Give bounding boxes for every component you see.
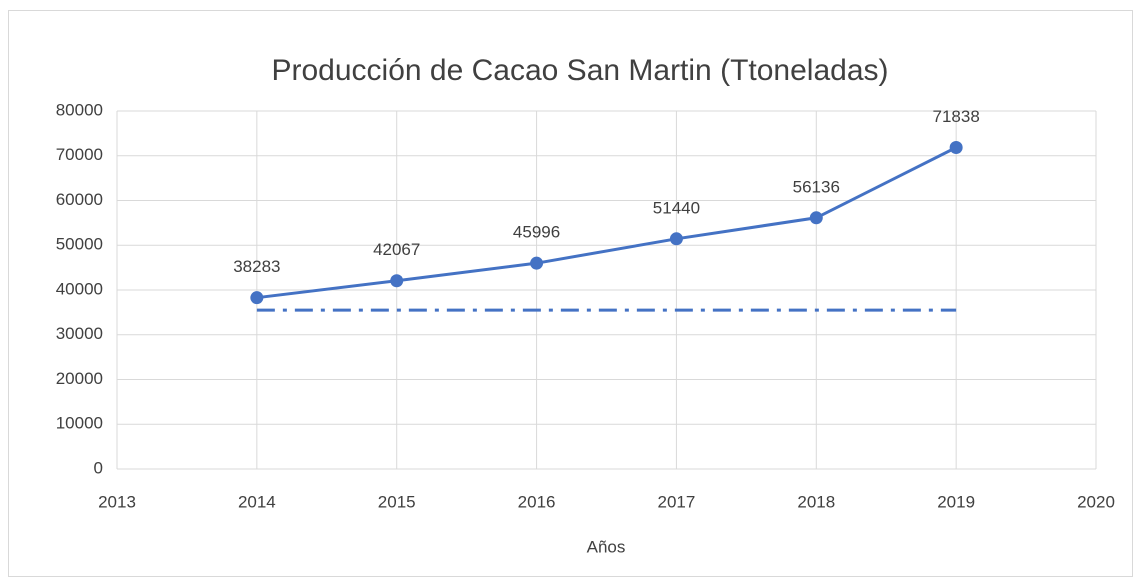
y-tick-label: 40000 bbox=[56, 279, 103, 298]
y-tick-label: 70000 bbox=[56, 145, 103, 164]
x-tick-label: 2015 bbox=[378, 492, 416, 511]
x-tick-label: 2019 bbox=[937, 492, 975, 511]
y-tick-label: 0 bbox=[94, 458, 103, 477]
data-label: 42067 bbox=[373, 240, 420, 259]
point-marker bbox=[669, 232, 683, 246]
data-label: 45996 bbox=[513, 223, 560, 242]
x-tick-label: 2017 bbox=[658, 492, 696, 511]
series-line bbox=[256, 146, 957, 300]
y-tick-label: 60000 bbox=[56, 190, 103, 209]
y-tick-label: 20000 bbox=[56, 369, 103, 388]
chart-border bbox=[8, 10, 1133, 577]
x-tick-label: 2014 bbox=[238, 492, 276, 511]
y-tick-label: 80000 bbox=[56, 100, 103, 119]
chart-title: Producción de Cacao San Martin (Ttonelad… bbox=[272, 54, 889, 87]
point-marker bbox=[809, 211, 823, 225]
data-label: 51440 bbox=[653, 198, 700, 217]
point-marker bbox=[390, 274, 404, 288]
data-label: 38283 bbox=[233, 257, 280, 276]
data-label: 71838 bbox=[933, 107, 980, 126]
x-tick-label: 2018 bbox=[797, 492, 835, 511]
point-marker bbox=[250, 291, 264, 305]
data-label: 56136 bbox=[793, 177, 840, 196]
x-tick-label: 2013 bbox=[98, 492, 136, 511]
x-tick-label: 2016 bbox=[518, 492, 556, 511]
y-tick-label: 50000 bbox=[56, 235, 103, 254]
x-axis-label: Años bbox=[587, 537, 626, 556]
x-tick-label: 2020 bbox=[1077, 492, 1115, 511]
y-tick-label: 30000 bbox=[56, 324, 103, 343]
y-tick-label: 10000 bbox=[56, 414, 103, 433]
point-marker bbox=[949, 141, 963, 155]
point-marker bbox=[530, 256, 544, 270]
